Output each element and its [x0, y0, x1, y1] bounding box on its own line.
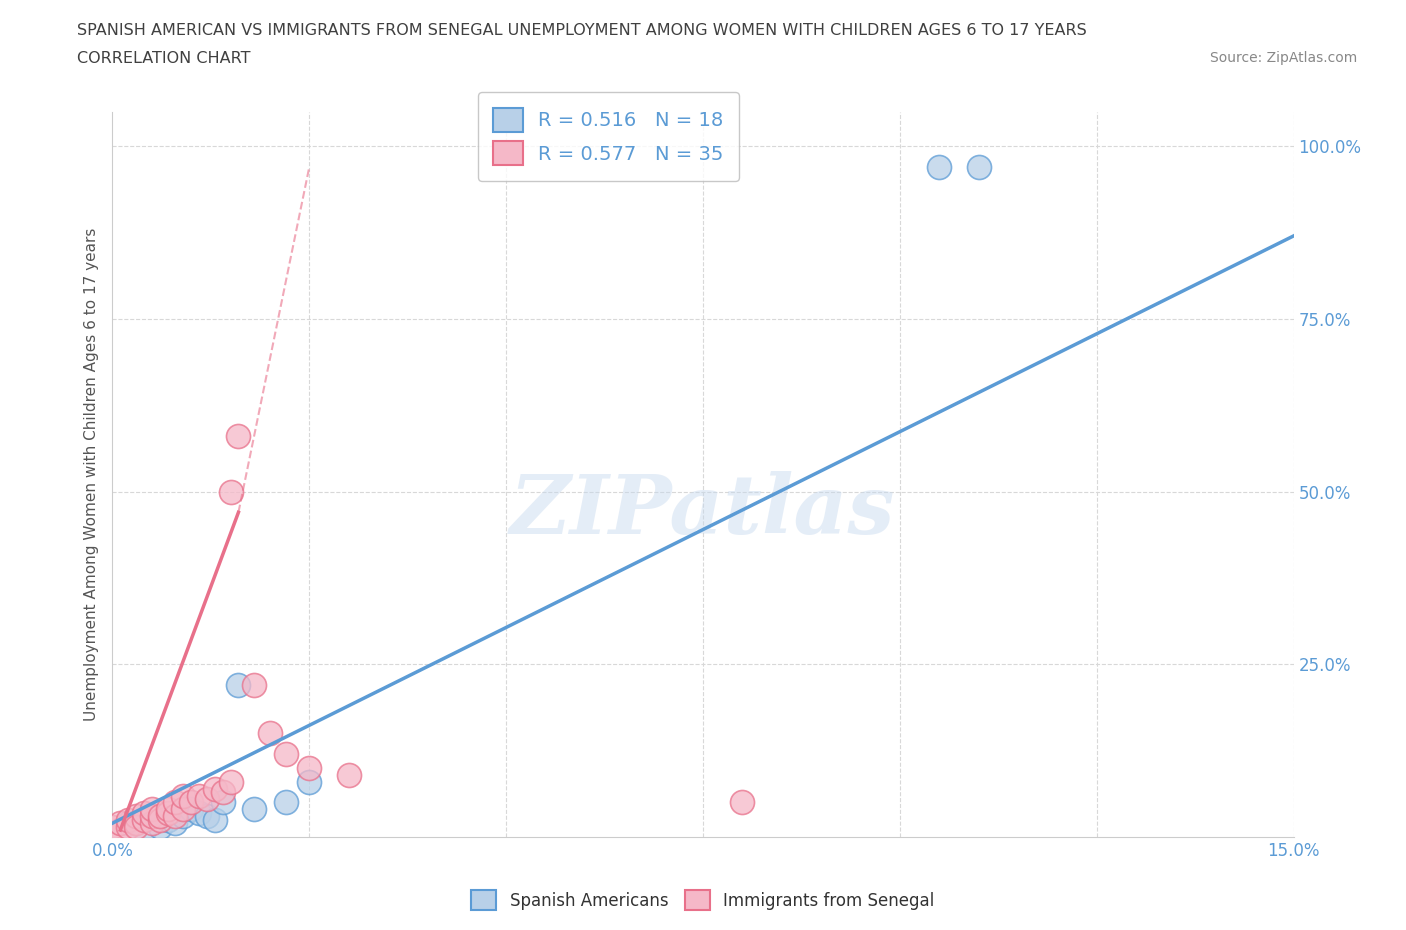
- Text: SPANISH AMERICAN VS IMMIGRANTS FROM SENEGAL UNEMPLOYMENT AMONG WOMEN WITH CHILDR: SPANISH AMERICAN VS IMMIGRANTS FROM SENE…: [77, 23, 1087, 38]
- Point: [204, 812, 226, 827]
- Point: [125, 809, 148, 824]
- Point: [228, 678, 250, 693]
- Point: [172, 809, 194, 824]
- Point: [180, 795, 202, 810]
- Point: [195, 809, 218, 824]
- Y-axis label: Unemployment Among Women with Children Ages 6 to 17 years: Unemployment Among Women with Children A…: [83, 228, 98, 721]
- Point: [125, 816, 148, 830]
- Point: [132, 805, 155, 820]
- Point: [165, 795, 187, 810]
- Point: [180, 802, 202, 817]
- Point: [149, 812, 172, 827]
- Point: [204, 781, 226, 796]
- Point: [141, 809, 163, 824]
- Point: [149, 819, 172, 834]
- Point: [149, 809, 172, 824]
- Text: CORRELATION CHART: CORRELATION CHART: [77, 51, 250, 66]
- Text: Source: ZipAtlas.com: Source: ZipAtlas.com: [1209, 51, 1357, 65]
- Point: [731, 795, 754, 810]
- Legend: R = 0.516   N = 18, R = 0.577   N = 35: R = 0.516 N = 18, R = 0.577 N = 35: [478, 92, 740, 180]
- Point: [298, 761, 321, 776]
- Point: [165, 816, 187, 830]
- Point: [211, 785, 233, 800]
- Point: [156, 805, 179, 820]
- Point: [165, 809, 187, 824]
- Point: [928, 159, 950, 174]
- Point: [274, 795, 297, 810]
- Point: [188, 805, 211, 820]
- Point: [219, 775, 242, 790]
- Point: [141, 802, 163, 817]
- Point: [117, 816, 139, 830]
- Point: [172, 788, 194, 803]
- Point: [298, 775, 321, 790]
- Point: [141, 809, 163, 824]
- Point: [211, 795, 233, 810]
- Point: [967, 159, 990, 174]
- Point: [101, 819, 124, 834]
- Point: [117, 819, 139, 834]
- Point: [172, 802, 194, 817]
- Point: [132, 823, 155, 838]
- Text: ZIPatlas: ZIPatlas: [510, 471, 896, 551]
- Legend: Spanish Americans, Immigrants from Senegal: Spanish Americans, Immigrants from Seneg…: [465, 884, 941, 917]
- Point: [141, 816, 163, 830]
- Point: [117, 812, 139, 827]
- Point: [110, 816, 132, 830]
- Point: [243, 802, 266, 817]
- Point: [188, 788, 211, 803]
- Point: [132, 812, 155, 827]
- Point: [156, 812, 179, 827]
- Point: [219, 485, 242, 499]
- Point: [228, 429, 250, 444]
- Point: [195, 791, 218, 806]
- Point: [274, 747, 297, 762]
- Point: [259, 726, 281, 741]
- Point: [125, 819, 148, 834]
- Point: [110, 823, 132, 838]
- Point: [156, 802, 179, 817]
- Point: [337, 767, 360, 782]
- Point: [243, 678, 266, 693]
